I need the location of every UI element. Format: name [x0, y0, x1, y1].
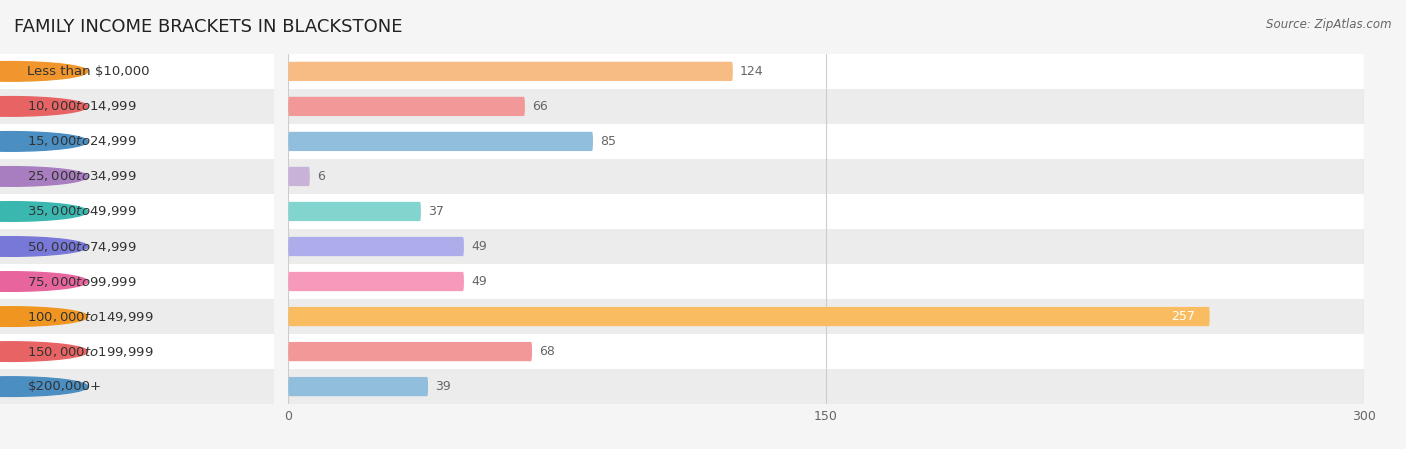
Bar: [288, 369, 1364, 404]
Bar: [288, 194, 1364, 229]
Text: 6: 6: [316, 170, 325, 183]
Bar: [0, 299, 274, 334]
Circle shape: [0, 132, 87, 151]
Bar: [0, 264, 274, 299]
Text: 66: 66: [531, 100, 548, 113]
Bar: [0, 124, 274, 159]
FancyBboxPatch shape: [288, 342, 531, 361]
Text: 68: 68: [540, 345, 555, 358]
Circle shape: [0, 237, 87, 256]
Bar: [0, 89, 274, 124]
Text: 37: 37: [427, 205, 444, 218]
Text: $50,000 to $74,999: $50,000 to $74,999: [28, 239, 138, 254]
FancyBboxPatch shape: [288, 202, 420, 221]
FancyBboxPatch shape: [288, 307, 1209, 326]
Circle shape: [0, 342, 87, 361]
Text: 39: 39: [436, 380, 451, 393]
Circle shape: [0, 62, 87, 81]
Bar: [0, 229, 274, 264]
FancyBboxPatch shape: [288, 62, 733, 81]
Bar: [288, 159, 1364, 194]
Bar: [288, 54, 1364, 89]
FancyBboxPatch shape: [288, 97, 524, 116]
Text: $10,000 to $14,999: $10,000 to $14,999: [28, 99, 138, 114]
Text: 257: 257: [1171, 310, 1195, 323]
Bar: [288, 334, 1364, 369]
Circle shape: [0, 307, 87, 326]
Text: $15,000 to $24,999: $15,000 to $24,999: [28, 134, 138, 149]
Text: 85: 85: [600, 135, 616, 148]
FancyBboxPatch shape: [288, 377, 427, 396]
Circle shape: [0, 167, 87, 186]
Bar: [288, 124, 1364, 159]
Text: Source: ZipAtlas.com: Source: ZipAtlas.com: [1267, 18, 1392, 31]
Text: $200,000+: $200,000+: [28, 380, 101, 393]
Bar: [288, 264, 1364, 299]
FancyBboxPatch shape: [288, 167, 309, 186]
Text: 124: 124: [740, 65, 763, 78]
Text: Less than $10,000: Less than $10,000: [28, 65, 150, 78]
Bar: [288, 299, 1364, 334]
Bar: [288, 89, 1364, 124]
Text: FAMILY INCOME BRACKETS IN BLACKSTONE: FAMILY INCOME BRACKETS IN BLACKSTONE: [14, 18, 402, 36]
Bar: [288, 229, 1364, 264]
Text: $100,000 to $149,999: $100,000 to $149,999: [28, 309, 153, 324]
Text: $35,000 to $49,999: $35,000 to $49,999: [28, 204, 138, 219]
Circle shape: [0, 272, 87, 291]
Text: 49: 49: [471, 240, 486, 253]
Bar: [0, 194, 274, 229]
Circle shape: [0, 202, 87, 221]
Text: $150,000 to $199,999: $150,000 to $199,999: [28, 344, 153, 359]
FancyBboxPatch shape: [288, 272, 464, 291]
Bar: [0, 334, 274, 369]
Circle shape: [0, 377, 87, 396]
Circle shape: [0, 97, 87, 116]
Bar: [0, 159, 274, 194]
Text: $25,000 to $34,999: $25,000 to $34,999: [28, 169, 138, 184]
Bar: [0, 369, 274, 404]
FancyBboxPatch shape: [288, 132, 593, 151]
Text: 49: 49: [471, 275, 486, 288]
FancyBboxPatch shape: [288, 237, 464, 256]
Text: $75,000 to $99,999: $75,000 to $99,999: [28, 274, 138, 289]
Bar: [0, 54, 274, 89]
